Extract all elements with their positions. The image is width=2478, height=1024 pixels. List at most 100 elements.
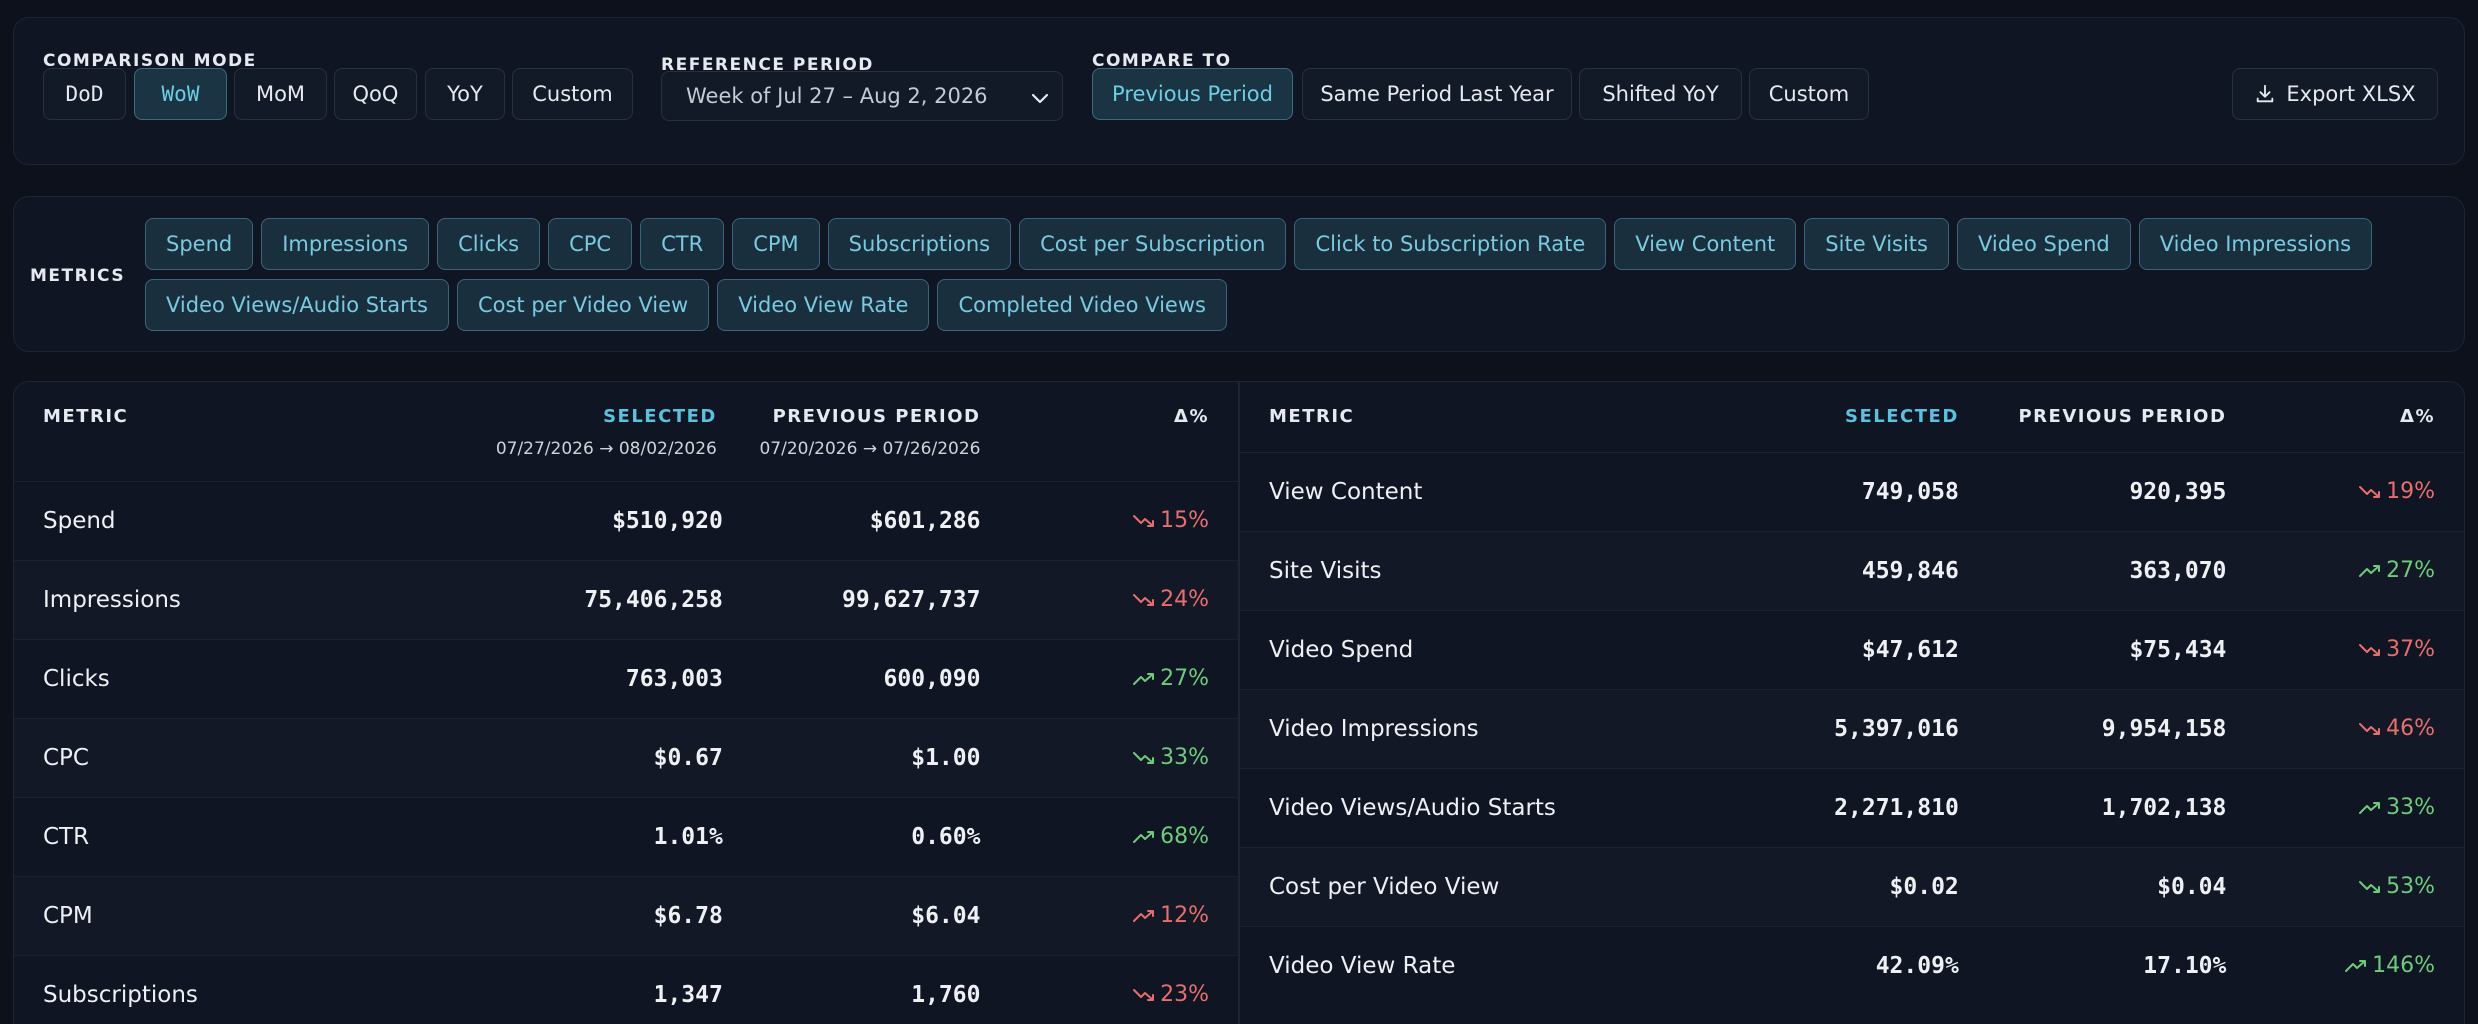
comparison-table-left: METRIC SELECTED 07/27/2026 → 08/02/2026 … bbox=[13, 381, 1239, 1024]
reference-period-label: REFERENCE PERIOD bbox=[661, 55, 874, 75]
compare-same-period-last-year-button[interactable]: Same Period Last Year bbox=[1302, 68, 1572, 120]
metric-name: Video Impressions bbox=[1240, 688, 1680, 768]
metric-chip-cpm[interactable]: CPM bbox=[732, 218, 820, 270]
metric-chip-video-spend[interactable]: Video Spend bbox=[1956, 218, 2131, 270]
metric-name: CPC bbox=[14, 717, 344, 797]
compare-previous-period-button[interactable]: Previous Period bbox=[1092, 68, 1293, 120]
reference-period-value: Week of Jul 27 – Aug 2, 2026 bbox=[686, 84, 988, 108]
metric-name: Video View Rate bbox=[1240, 925, 1680, 1005]
metric-chip-impressions[interactable]: Impressions bbox=[261, 218, 430, 270]
compare-custom-button[interactable]: Custom bbox=[1749, 68, 1869, 120]
table-row: CPM $6.78 $6.04 12% bbox=[14, 875, 1238, 955]
trend-up-icon bbox=[1133, 831, 1155, 843]
delta-cell: 19% bbox=[2226, 451, 2464, 531]
metric-chip-ctr[interactable]: CTR bbox=[640, 218, 725, 270]
selected-value: 42.09% bbox=[1679, 925, 1959, 1005]
trend-down-icon bbox=[2359, 881, 2381, 893]
table-row: Subscriptions 1,347 1,760 23% bbox=[14, 954, 1238, 1024]
metric-chip-view-content[interactable]: View Content bbox=[1614, 218, 1797, 270]
selected-value: 459,846 bbox=[1679, 530, 1959, 610]
delta-cell: 27% bbox=[2226, 530, 2464, 610]
selected-value: 1.01% bbox=[343, 796, 723, 876]
table-row: CTR 1.01% 0.60% 68% bbox=[14, 796, 1238, 876]
trend-up-icon bbox=[1133, 910, 1155, 922]
selected-value: 749,058 bbox=[1679, 451, 1959, 531]
table-row: Clicks 763,003 600,090 27% bbox=[14, 638, 1238, 718]
metric-chip-completed-video-views[interactable]: Completed Video Views bbox=[937, 279, 1227, 331]
metric-chip-video-view-rate[interactable]: Video View Rate bbox=[717, 279, 930, 331]
delta-cell: 146% bbox=[2226, 925, 2464, 1005]
selected-value: 763,003 bbox=[343, 638, 723, 718]
trend-up-icon bbox=[2359, 802, 2381, 814]
trend-down-icon bbox=[2359, 644, 2381, 656]
trend-up-icon bbox=[2359, 565, 2381, 577]
left-table-body: Spend $510,920 $601,286 15% Impressions 75,40… bbox=[14, 480, 1238, 1024]
previous-value: 17.10% bbox=[1958, 925, 2227, 1005]
delta-value: 33% bbox=[1160, 745, 1209, 770]
metric-chip-click-to-subscription-rate[interactable]: Click to Subscription Rate bbox=[1294, 218, 1607, 270]
right-table-body: View Content 749,058 920,395 19% Site Visits… bbox=[1240, 451, 2464, 1005]
previous-value: 1,760 bbox=[722, 954, 993, 1024]
metric-name: Impressions bbox=[14, 559, 344, 639]
delta-value: 19% bbox=[2386, 479, 2435, 504]
selected-column-header: SELECTED 07/27/2026 → 08/02/2026 bbox=[344, 382, 723, 481]
metric-chip-cpc[interactable]: CPC bbox=[548, 218, 633, 270]
mode-dod-button[interactable]: DoD bbox=[43, 68, 126, 120]
metric-chip-subscriptions[interactable]: Subscriptions bbox=[827, 218, 1012, 270]
previous-value: 0.60% bbox=[722, 796, 993, 876]
metric-name: Spend bbox=[14, 480, 344, 560]
metric-name: CTR bbox=[14, 796, 344, 876]
trend-down-icon bbox=[1133, 752, 1155, 764]
previous-value: $1.00 bbox=[722, 717, 993, 797]
compare-shifted-yoy-button[interactable]: Shifted YoY bbox=[1579, 68, 1742, 120]
metric-chip-cost-per-video-view[interactable]: Cost per Video View bbox=[456, 279, 710, 331]
selected-value: $6.78 bbox=[343, 875, 723, 955]
reference-period-select[interactable]: Week of Jul 27 – Aug 2, 2026 bbox=[661, 71, 1063, 121]
delta-cell: 12% bbox=[992, 875, 1238, 955]
export-xlsx-button[interactable]: Export XLSX bbox=[2232, 68, 2438, 120]
mode-custom-button[interactable]: Custom bbox=[512, 68, 633, 120]
delta-cell: 68% bbox=[992, 796, 1238, 876]
metric-column-header: METRIC bbox=[43, 406, 129, 427]
metric-name: Cost per Video View bbox=[1240, 846, 1680, 926]
delta-column-header: Δ% bbox=[2400, 406, 2435, 427]
selected-value: $47,612 bbox=[1679, 609, 1959, 689]
delta-column-header: Δ% bbox=[1174, 406, 1209, 427]
delta-value: 23% bbox=[1160, 982, 1209, 1008]
metric-chip-site-visits[interactable]: Site Visits bbox=[1804, 218, 1949, 270]
table-row: View Content 749,058 920,395 19% bbox=[1240, 451, 2464, 531]
delta-cell: 24% bbox=[992, 559, 1238, 639]
mode-yoy-button[interactable]: YoY bbox=[425, 68, 505, 120]
comparison-mode-label: COMPARISON MODE bbox=[43, 51, 257, 71]
table-row: CPC $0.67 $1.00 33% bbox=[14, 717, 1238, 797]
delta-cell: 53% bbox=[2226, 846, 2464, 926]
metric-chip-video-impressions[interactable]: Video Impressions bbox=[2138, 218, 2373, 270]
selected-date-range: 07/27/2026 → 08/02/2026 bbox=[495, 439, 717, 459]
delta-cell: 33% bbox=[992, 717, 1238, 797]
previous-value: 9,954,158 bbox=[1958, 688, 2227, 768]
metrics-label: METRICS bbox=[30, 266, 126, 286]
previous-value: $0.04 bbox=[1958, 846, 2227, 926]
metric-name: View Content bbox=[1240, 451, 1680, 531]
selected-value: $0.02 bbox=[1679, 846, 1959, 926]
metric-chip-cost-per-subscription[interactable]: Cost per Subscription bbox=[1019, 218, 1287, 270]
mode-mom-button[interactable]: MoM bbox=[234, 68, 327, 120]
mode-qoq-button[interactable]: QoQ bbox=[334, 68, 417, 120]
metric-chip-clicks[interactable]: Clicks bbox=[437, 218, 541, 270]
metric-name: Clicks bbox=[14, 638, 344, 718]
metric-chip-spend[interactable]: Spend bbox=[145, 218, 254, 270]
delta-value: 146% bbox=[2372, 953, 2435, 979]
delta-value: 27% bbox=[2386, 558, 2435, 583]
mode-wow-button[interactable]: WoW bbox=[134, 68, 227, 120]
selected-value: 75,406,258 bbox=[343, 559, 723, 639]
download-icon bbox=[2257, 84, 2274, 103]
delta-cell: 46% bbox=[2226, 688, 2464, 768]
previous-value: $75,434 bbox=[1958, 609, 2227, 689]
metric-chip-video-views-audio-starts[interactable]: Video Views/Audio Starts bbox=[145, 279, 449, 331]
metric-name: Video Spend bbox=[1240, 609, 1680, 689]
table-row: Cost per Video View $0.02 $0.04 53% bbox=[1240, 846, 2464, 926]
delta-value: 33% bbox=[2386, 795, 2435, 820]
export-xlsx-label: Export XLSX bbox=[2286, 82, 2416, 106]
trend-down-icon bbox=[2359, 486, 2381, 498]
delta-cell: 33% bbox=[2226, 767, 2464, 847]
